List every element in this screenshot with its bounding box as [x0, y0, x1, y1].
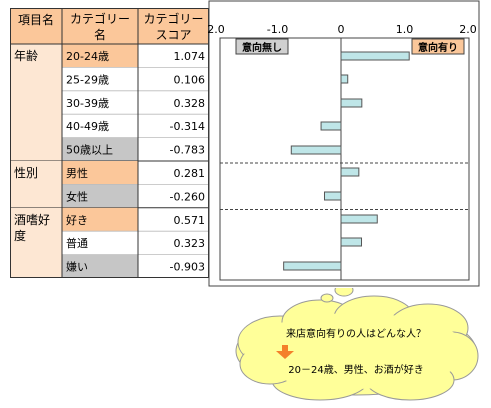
category-score: 0.323 — [174, 237, 206, 250]
group-label-cell — [10, 161, 62, 208]
header-category-name-line1: カテゴリー — [70, 11, 130, 26]
category-score-table: 項目名 カテゴリー名カテゴリー スコア 年齢 20-24歳 1.074 25-29歳 0.10… — [10, 8, 210, 280]
header-category-score-line2: スコア — [155, 28, 191, 42]
group-label: 度 — [14, 228, 26, 243]
down-arrow-icon — [276, 345, 294, 359]
group-label-cell — [10, 44, 62, 161]
category-label: 男性 — [66, 166, 88, 180]
category-cell — [62, 114, 138, 138]
x-tick-label: -1.0 — [267, 23, 288, 36]
callout-question: 来店意向有りの人はどんな人？ — [286, 327, 426, 340]
category-label: 30-39歳 — [66, 97, 109, 110]
header-category-score-line1: カテゴリー — [143, 11, 203, 26]
category-cell — [62, 90, 138, 115]
plot-border — [219, 37, 470, 281]
category-cell — [62, 67, 138, 91]
bar-女性 — [323, 191, 342, 201]
category-cell — [62, 207, 138, 232]
bar-男性 — [340, 167, 360, 177]
positive-label-box — [411, 38, 465, 55]
category-score: 0.571 — [174, 214, 206, 227]
category-cell — [62, 137, 138, 161]
category-cell — [62, 161, 138, 185]
category-cell — [62, 231, 138, 255]
negative-label-box — [235, 38, 289, 55]
category-score: 0.106 — [174, 73, 206, 86]
bar-50歳以上 — [290, 145, 342, 155]
group-label: 性別 — [14, 166, 38, 180]
category-label: 好き — [66, 213, 88, 227]
category-score: -0.314 — [170, 120, 205, 133]
category-label: 40-49歳 — [66, 120, 109, 133]
bar-40-49歳 — [320, 121, 342, 131]
category-score: 1.074 — [174, 50, 206, 63]
category-score: -0.260 — [170, 190, 205, 203]
callout-answer: 20－24歳、男性、お酒が好き — [288, 363, 423, 376]
header-item-name: 項目名 — [18, 12, 54, 27]
category-label: 嫌い — [66, 260, 88, 274]
group-label: 酒嗜好 — [14, 213, 50, 227]
category-label: 25-29歳 — [66, 73, 109, 86]
x-tick-label: 2.0 — [459, 23, 477, 36]
positive-label: 意向有り — [418, 41, 458, 54]
bar-20-24歳 — [340, 51, 410, 61]
bar-30-39歳 — [340, 98, 363, 108]
header-category-name-line2: 名 — [94, 27, 106, 42]
group-label: 年齢 — [14, 48, 38, 63]
category-score: -0.903 — [170, 261, 205, 274]
category-label: 普通 — [66, 236, 88, 250]
callout-bubble: 来店意向有りの人はどんな人？ 20－24歳、男性、お酒が好き — [160, 288, 481, 404]
category-label: 50歳以上 — [66, 144, 113, 157]
x-tick-label: -2.0 — [208, 23, 225, 36]
category-label: 20-24歳 — [66, 50, 109, 63]
bar-25-29歳 — [340, 74, 349, 84]
bar-好き — [340, 214, 378, 224]
bar-嫌い — [283, 261, 342, 271]
category-score: 0.281 — [174, 167, 206, 180]
category-score: 0.328 — [174, 97, 206, 110]
bubble-cloud-shape — [235, 288, 479, 401]
category-cell — [62, 44, 138, 68]
bar-普通 — [340, 237, 363, 247]
category-score: -0.783 — [170, 144, 205, 157]
category-score-chart: -2.0 -1.0 0 1.0 2.0 意向無し 意向有り — [208, 0, 483, 290]
x-tick-label: 0 — [338, 23, 345, 36]
category-cell — [62, 184, 138, 208]
category-label: 女性 — [66, 189, 88, 203]
group-label-cell — [10, 207, 62, 278]
negative-label: 意向無し — [242, 41, 282, 54]
category-cell — [62, 254, 138, 278]
x-tick-label: 1.0 — [396, 23, 414, 36]
table-header-bg — [10, 8, 209, 44]
